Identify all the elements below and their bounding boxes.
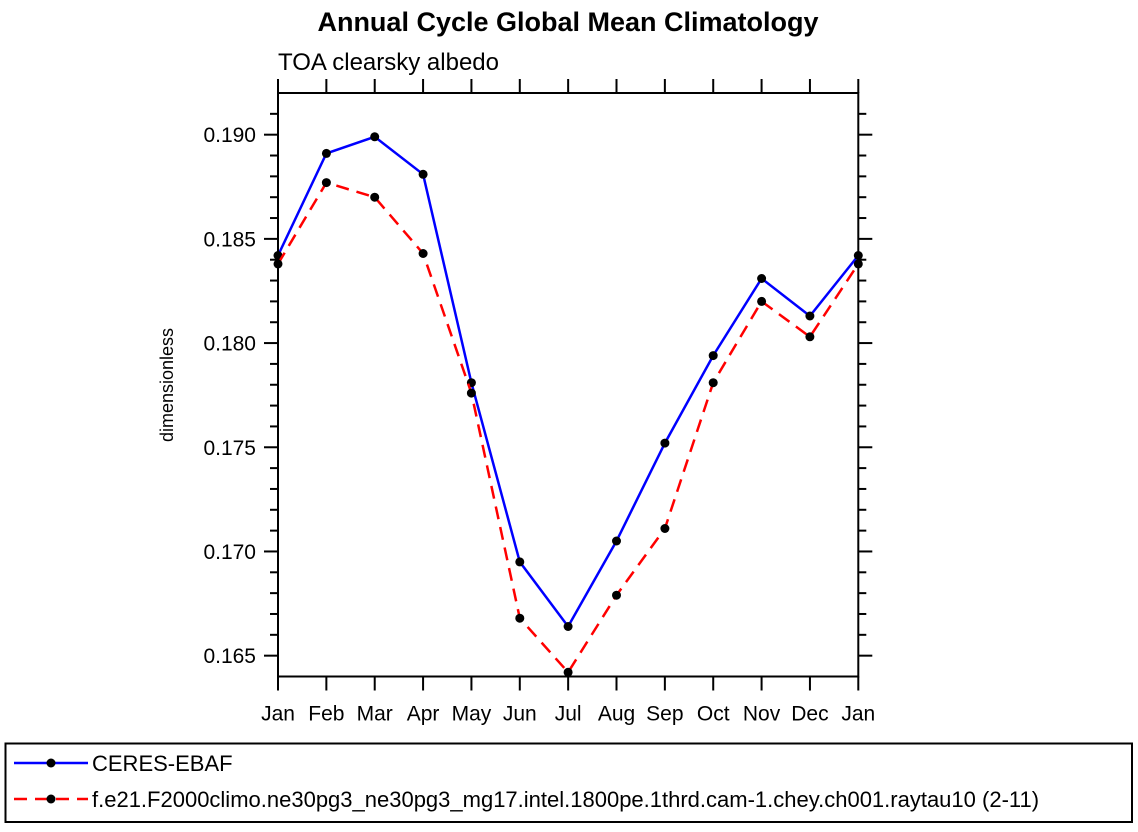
data-point-marker [757,296,767,306]
legend-box [4,742,1133,823]
data-point-marker [515,557,525,567]
y-tick-label: 0.165 [203,645,256,668]
data-point-marker [612,590,621,600]
legend-entry-model: f.e21.F2000climo.ne30pg3_ne30pg3_mg17.in… [14,787,1039,812]
legend-entry-ceres: CERES-EBAF [14,751,233,776]
data-point-marker [370,132,380,142]
data-point-marker [805,332,815,342]
y-tick-labels: 0.165 0.170 0.175 0.180 0.185 0.190 [203,124,256,668]
series-line-dashed [276,181,860,675]
data-point-marker [757,274,767,283]
x-tick-label: Mar [357,703,393,726]
x-tick-label: Feb [308,703,344,726]
data-point-marker [612,536,621,546]
data-point-marker [321,148,331,158]
x-tick-label: May [452,703,492,726]
x-tick-label: Nov [743,703,781,726]
y-tick-label: 0.170 [203,541,256,564]
y-tick-label: 0.180 [203,333,256,356]
y-axis-label: dimensionless [157,328,177,442]
legend-marker-dot [46,758,56,768]
x-tick-label: Jun [503,703,537,726]
data-point-marker [563,667,573,677]
series-layer [273,132,863,677]
x-tick-label: Sep [646,703,683,726]
plot-frame [277,92,860,678]
x-tick-label: Oct [697,703,730,726]
legend-label-ceres: CERES-EBAF [92,751,233,776]
data-point-marker [370,192,380,202]
data-point-marker [418,249,428,258]
y-tick-label: 0.185 [203,228,256,251]
x-tick-label: Jan [841,703,875,726]
x-tick-label: Jan [261,703,295,726]
legend: CERES-EBAF f.e21.F2000climo.ne30pg3_ne30… [4,742,1133,823]
data-point-marker [321,178,331,188]
x-tick-label: Jul [555,703,582,726]
chart-subtitle: TOA clearsky albedo [278,49,499,76]
chart-title: Annual Cycle Global Mean Climatology [317,7,818,37]
data-point-marker [660,524,670,533]
legend-marker-dot [46,794,56,804]
data-point-marker [708,351,718,361]
data-point-marker [466,388,476,398]
x-tick-label: Aug [598,703,635,726]
series-line-solid [276,135,860,629]
x-tick-labels: Jan Feb Mar Apr May Jun Jul Aug Sep Oct Nov Dec Jan [261,703,875,726]
x-tick-label: Apr [407,703,440,726]
axis-ticks [264,79,873,691]
x-tick-label: Dec [791,703,828,726]
data-point-marker [563,622,573,631]
data-point-marker [515,613,525,623]
data-point-marker [660,438,670,448]
y-tick-label: 0.175 [203,437,256,460]
data-point-marker [418,169,428,179]
data-point-marker [708,378,718,388]
legend-label-model: f.e21.F2000climo.ne30pg3_ne30pg3_mg17.in… [92,787,1039,812]
y-tick-label: 0.190 [203,124,256,147]
data-point-marker [805,311,815,321]
